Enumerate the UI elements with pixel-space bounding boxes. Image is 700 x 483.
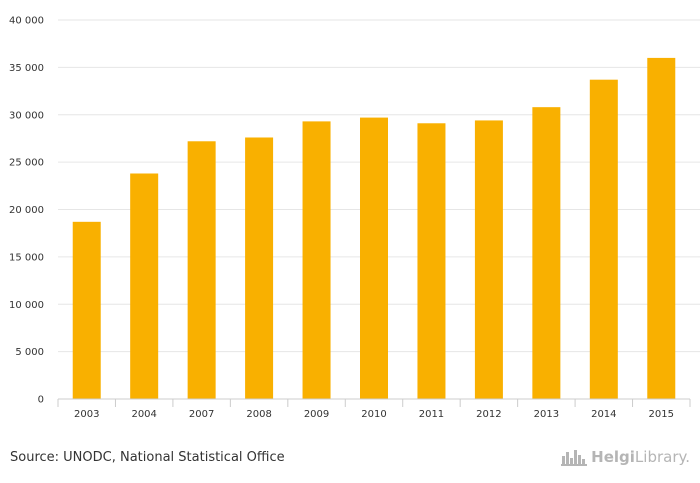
bar-2012[interactable] [474, 120, 503, 399]
bar-2011[interactable] [417, 123, 446, 399]
bar-2008[interactable] [245, 137, 274, 400]
bars [72, 57, 676, 400]
source-note: Source: UNODC, National Statistical Offi… [10, 450, 285, 465]
y-tick-label: 40 000 [9, 16, 44, 27]
x-tick-label: 2009 [304, 409, 329, 420]
x-tick-label: 2012 [476, 409, 501, 420]
x-tick-label: 2011 [419, 409, 444, 420]
x-tick-label: 2013 [534, 409, 559, 420]
x-tick-label: 2007 [189, 409, 214, 420]
logo-text-bold: Helgi [591, 448, 635, 466]
x-tick-label: 2008 [246, 409, 271, 420]
bar-2007[interactable] [187, 141, 216, 399]
bar-2014[interactable] [589, 79, 618, 399]
bar-2009[interactable] [302, 121, 331, 399]
y-axis: 0 5 000 10 000 15 000 20 000 25 000 30 000 35 0… [9, 16, 44, 406]
y-tick-label: 30 000 [9, 110, 44, 121]
bar-2004[interactable] [130, 173, 159, 399]
x-tick-label: 2015 [649, 409, 674, 420]
x-axis: 2003 2004 2007 2008 2009 2010 2011 2012 2013 2014… [57, 398, 691, 420]
bar-2013[interactable] [532, 107, 561, 400]
x-tick-label: 2004 [131, 409, 156, 420]
y-tick-label: 15 000 [9, 252, 44, 263]
logo-text-light: Library. [634, 448, 690, 466]
helgi-library-logo[interactable]: HelgiLibrary. [561, 448, 690, 466]
city-skyline-icon [561, 450, 588, 466]
logo-text: HelgiLibrary. [591, 448, 690, 466]
bar-2010[interactable] [360, 117, 388, 399]
x-tick-label: 2014 [591, 409, 616, 420]
bar-2015[interactable] [647, 57, 676, 400]
y-tick-label: 0 [38, 395, 44, 406]
y-tick-label: 35 000 [9, 63, 44, 74]
y-tick-label: 5 000 [15, 347, 44, 358]
y-tick-label: 25 000 [9, 158, 44, 169]
bar-2003[interactable] [72, 221, 101, 399]
bar-chart: 0 5 000 10 000 15 000 20 000 25 000 30 000 35 0… [9, 16, 700, 420]
y-tick-label: 20 000 [9, 205, 44, 216]
x-tick-label: 2010 [361, 409, 386, 420]
x-tick-label: 2003 [74, 409, 99, 420]
y-tick-label: 10 000 [9, 300, 44, 311]
